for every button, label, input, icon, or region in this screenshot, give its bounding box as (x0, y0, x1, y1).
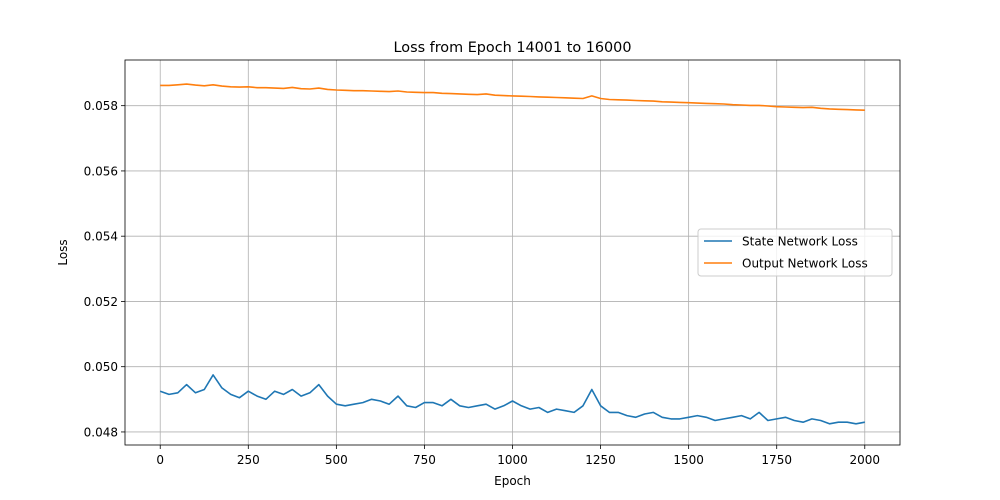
x-tick-label: 1750 (761, 453, 792, 467)
legend: State Network Loss Output Network Loss (697, 228, 893, 277)
series-line-output-network-loss (160, 83, 865, 111)
x-tick-label: 1500 (673, 453, 704, 467)
x-axis-ticks: 0 250 500 750 1000 1250 1500 1750 2000 (156, 445, 880, 467)
series-group (159, 83, 865, 425)
x-tick-label: 0 (156, 453, 164, 467)
legend-label-state-network-loss: State Network Loss (742, 235, 858, 249)
y-tick-label: 0.058 (84, 99, 118, 113)
x-tick-label: 250 (237, 453, 260, 467)
series-line-state-network-loss (159, 374, 865, 425)
y-tick-label: 0.048 (84, 425, 118, 439)
legend-box (697, 228, 893, 277)
x-tick-label: 750 (413, 453, 436, 467)
x-axis-label: Epoch (494, 474, 531, 488)
x-tick-label: 2000 (849, 453, 880, 467)
y-tick-label: 0.056 (84, 164, 118, 178)
chart-title: Loss from Epoch 14001 to 16000 (394, 40, 632, 56)
y-tick-label: 0.050 (84, 360, 118, 374)
x-tick-label: 500 (325, 453, 348, 467)
legend-label-output-network-loss: Output Network Loss (742, 257, 868, 271)
y-axis-ticks: 0.048 0.050 0.052 0.054 0.056 0.058 (84, 99, 125, 439)
x-tick-label: 1000 (497, 453, 528, 467)
x-tick-label: 1250 (585, 453, 616, 467)
y-axis-label: Loss (56, 239, 70, 265)
grid (125, 60, 900, 445)
y-tick-label: 0.054 (84, 230, 118, 244)
y-tick-label: 0.052 (84, 295, 118, 309)
